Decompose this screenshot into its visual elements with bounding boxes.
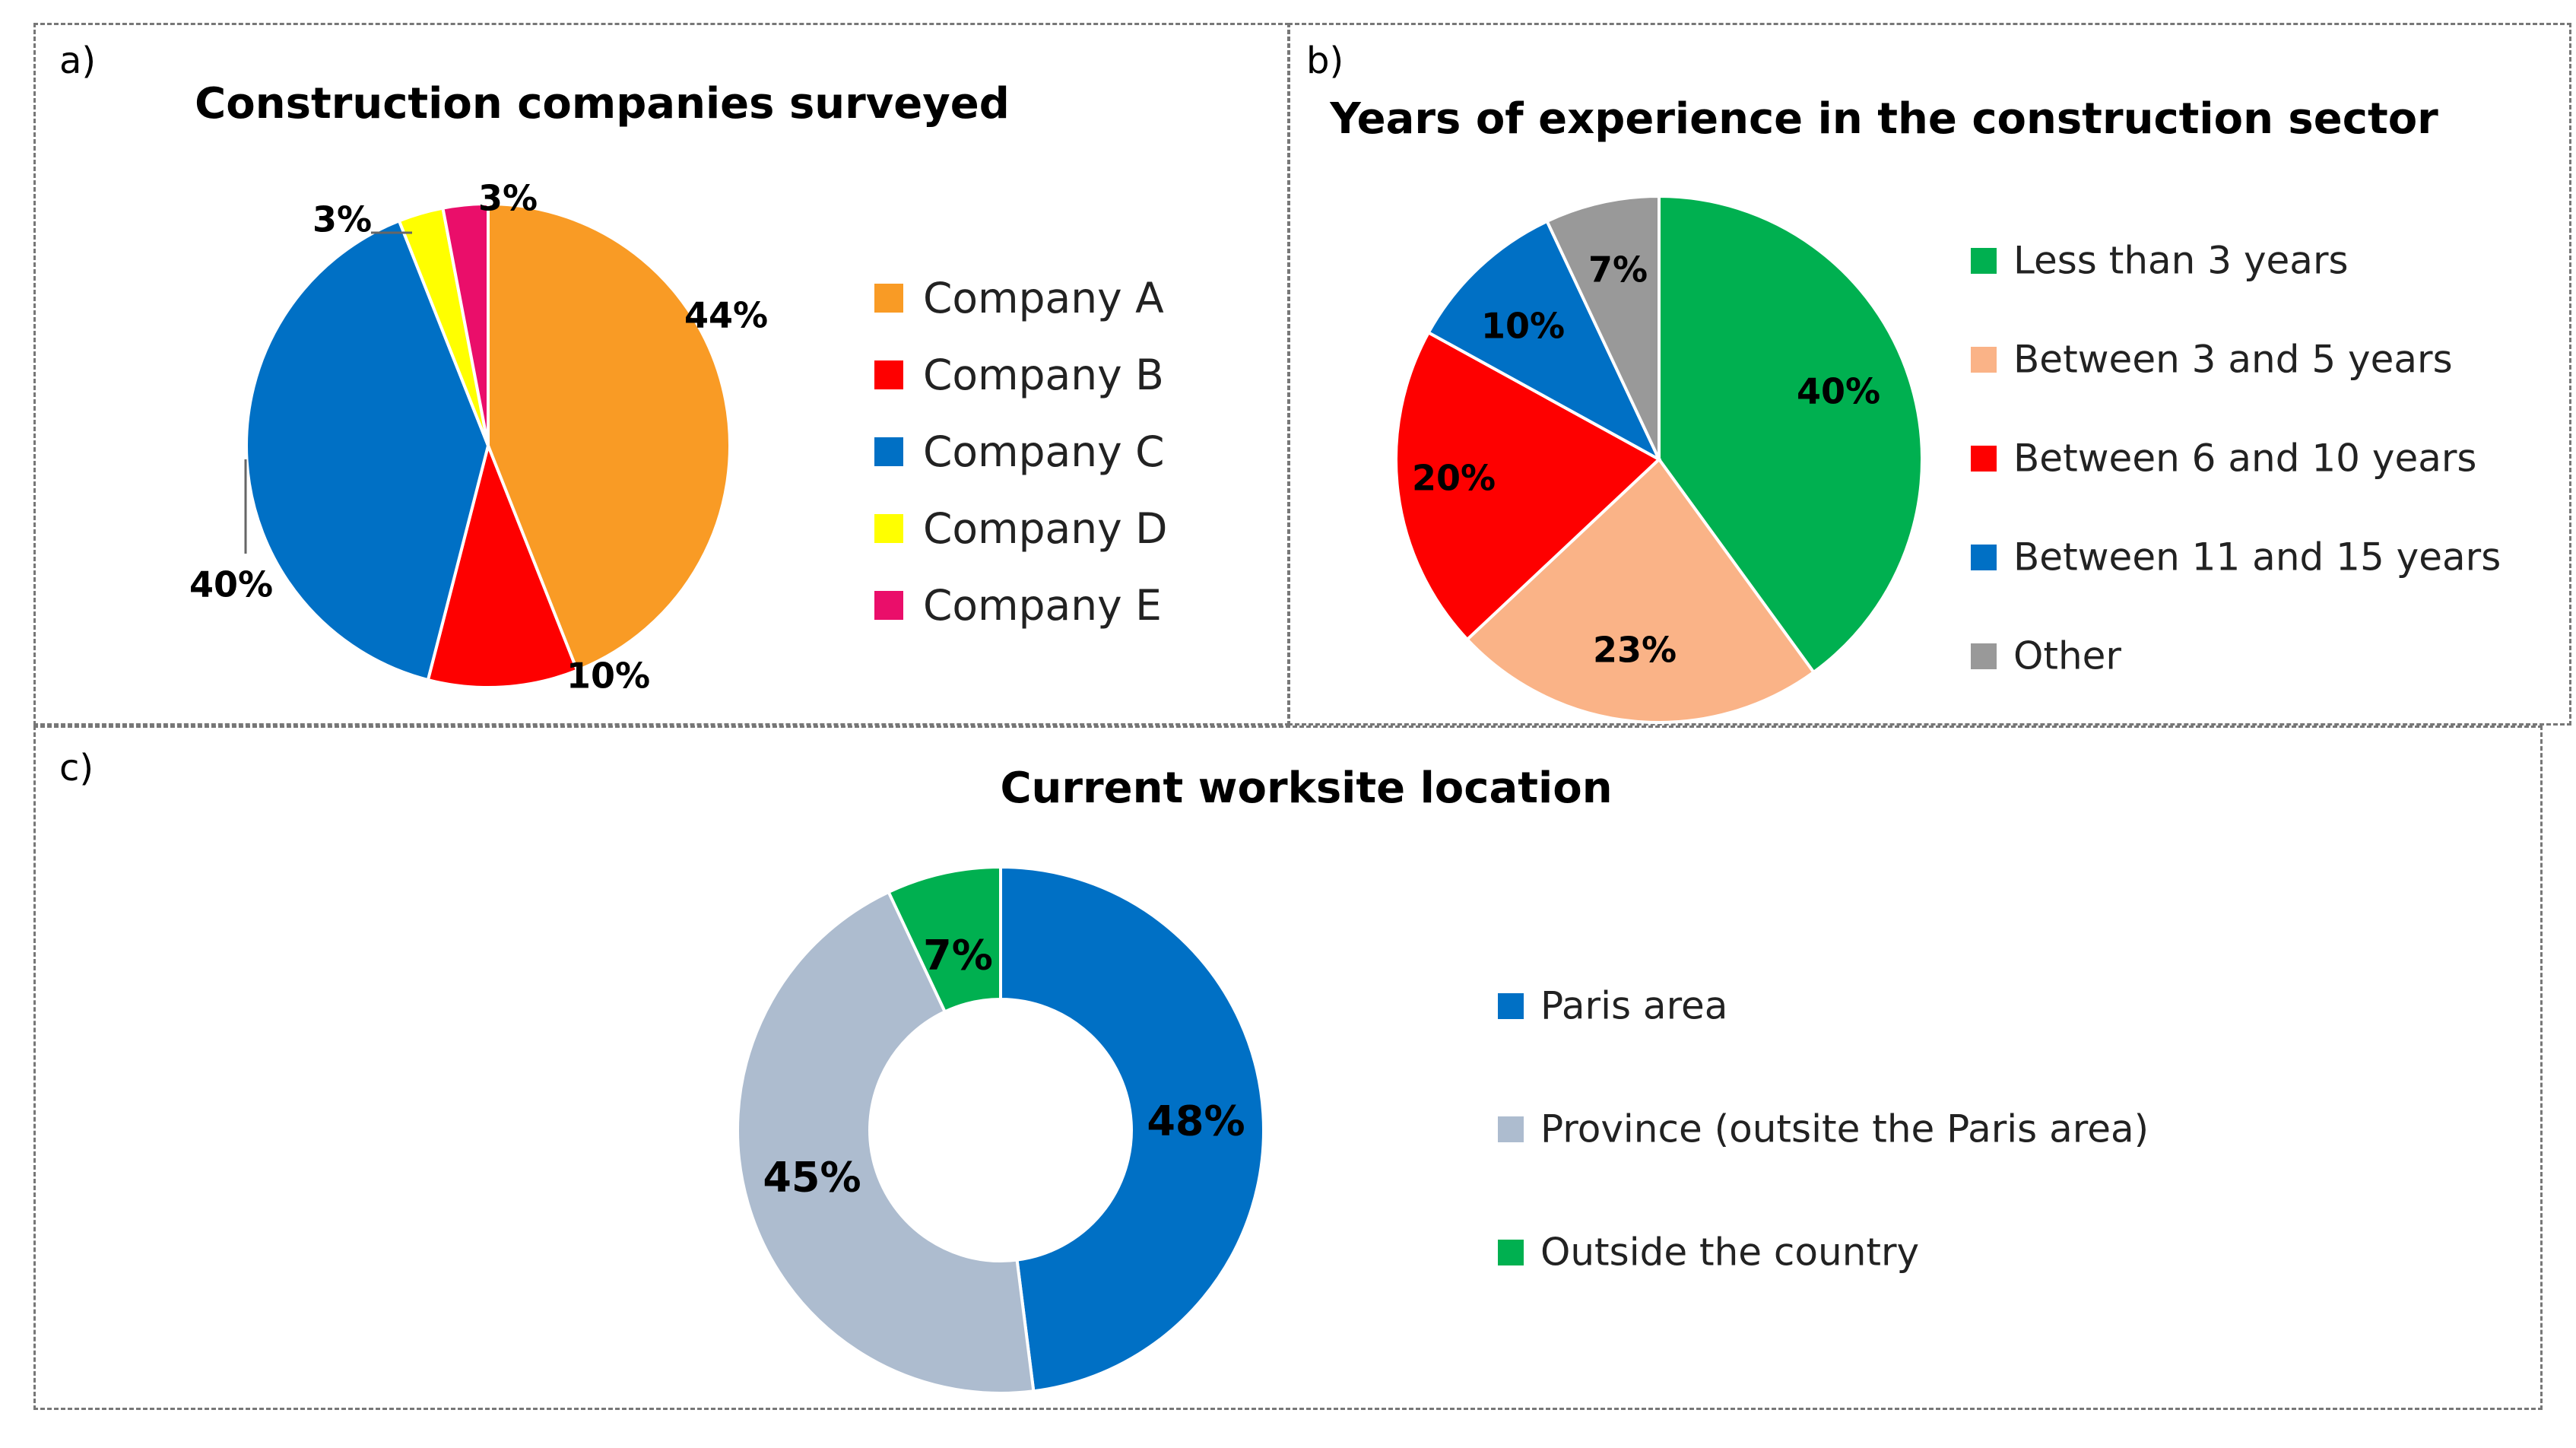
chart-0-data-label-company-d: 3% — [312, 199, 372, 240]
chart-c-title: Current worksite location — [1000, 764, 1613, 813]
chart-0-data-label-company-c: 40% — [189, 564, 273, 605]
chart-2-data-label-outside-the-country: 7% — [923, 932, 993, 980]
chart-0-slice-company-a — [487, 202, 731, 673]
legend-item-company-a: Company A — [874, 271, 1168, 348]
chart-2-data-label-province-outsite-the-paris-area: 45% — [763, 1154, 861, 1202]
legend-item-outside-the-country: Outside the country — [1498, 1227, 2149, 1351]
chart-0-slice-company-c — [245, 218, 490, 682]
legend-location: Paris area Province (outsite the Paris ar… — [1498, 981, 2149, 1351]
chart-2-slice-province-outsite-the-paris-area — [736, 890, 1036, 1395]
chart-1-data-label-other: 7% — [1588, 249, 1648, 291]
chart-1-slice-between-11-and-15-years — [1426, 219, 1663, 463]
legend-experience: Less than 3 years Between 3 and 5 years Be… — [1971, 236, 2501, 730]
chart-1-data-label-between-6-and-10-years: 20% — [1412, 458, 1496, 499]
legend-label: Company D — [923, 503, 1168, 553]
panel-b — [1288, 23, 2571, 726]
chart-a-title: Construction companies surveyed — [195, 79, 1010, 129]
legend-swatch — [874, 437, 903, 466]
chart-0-slice-company-e — [441, 202, 490, 446]
chart-2-data-label-paris-area: 48% — [1147, 1097, 1245, 1145]
chart-b-title: Years of experience in the construction … — [1330, 94, 2438, 144]
chart-0-data-label-company-a: 44% — [684, 295, 768, 336]
legend-item-company-c: Company C — [874, 424, 1168, 501]
legend-item-company-e: Company E — [874, 578, 1168, 655]
legend-label: Outside the country — [1540, 1230, 1920, 1275]
legend-item-company-b: Company B — [874, 348, 1168, 424]
legend-label: Company C — [923, 427, 1165, 476]
chart-1-slice-less-than-3-years — [1658, 194, 1924, 675]
legend-item-less-than-3-years: Less than 3 years — [1971, 236, 2501, 335]
legend-label: Between 3 and 5 years — [2013, 337, 2453, 382]
legend-swatch — [1498, 1239, 1524, 1265]
legend-swatch — [1971, 445, 1997, 472]
legend-swatch — [874, 513, 903, 543]
legend-swatch — [1498, 1116, 1524, 1142]
legend-label: Company E — [923, 580, 1162, 630]
chart-1-slice-other — [1545, 194, 1661, 460]
chart-0-slice-company-b — [426, 440, 579, 689]
legend-label: Company B — [923, 350, 1164, 399]
panel-label-c: c) — [59, 747, 94, 789]
legend-label: Less than 3 years — [2013, 238, 2349, 283]
legend-label: Paris area — [1540, 983, 1728, 1028]
chart-1-data-label-less-than-3-years: 40% — [1797, 371, 1880, 412]
legend-label: Company A — [923, 273, 1164, 322]
legend-label: Between 11 and 15 years — [2013, 535, 2501, 580]
legend-label: Other — [2013, 634, 2121, 678]
legend-swatch — [874, 590, 903, 620]
panel-c — [33, 726, 2543, 1410]
legend-item-between-11-and-15-years: Between 11 and 15 years — [1971, 532, 2501, 631]
chart-2-slice-paris-area — [999, 865, 1265, 1393]
legend-item-between-3-and-5-years: Between 3 and 5 years — [1971, 335, 2501, 433]
legend-label: Between 6 and 10 years — [2013, 436, 2477, 481]
chart-1-slice-between-6-and-10-years — [1394, 330, 1662, 642]
legend-swatch — [874, 283, 903, 313]
chart-1-data-label-between-3-and-5-years: 23% — [1593, 630, 1677, 671]
legend-item-paris-area: Paris area — [1498, 981, 2149, 1104]
legend-item-company-d: Company D — [874, 501, 1168, 578]
legend-label: Province (outsite the Paris area) — [1540, 1107, 2149, 1151]
chart-2-slice-outside-the-country — [887, 865, 1002, 1015]
legend-swatch — [1498, 992, 1524, 1019]
panel-label-a: a) — [59, 40, 97, 82]
chart-1-data-label-between-11-and-15-years: 10% — [1481, 306, 1565, 347]
legend-swatch — [1971, 643, 1997, 669]
legend-item-between-6-and-10-years: Between 6 and 10 years — [1971, 433, 2501, 532]
legend-companies: Company A Company B Company C Company D Comp… — [874, 271, 1168, 655]
chart-0-data-label-company-b: 10% — [566, 656, 650, 697]
chart-0-data-label-company-e: 3% — [478, 178, 538, 219]
legend-swatch — [1971, 247, 1997, 274]
legend-item-other: Other — [1971, 631, 2501, 730]
legend-swatch — [1971, 544, 1997, 570]
chart-1-slice-between-3-and-5-years — [1464, 456, 1816, 724]
legend-item-province-outsite-the-paris-area: Province (outsite the Paris area) — [1498, 1104, 2149, 1227]
panel-label-b: b) — [1306, 40, 1344, 82]
legend-swatch — [874, 360, 903, 389]
legend-swatch — [1971, 346, 1997, 373]
